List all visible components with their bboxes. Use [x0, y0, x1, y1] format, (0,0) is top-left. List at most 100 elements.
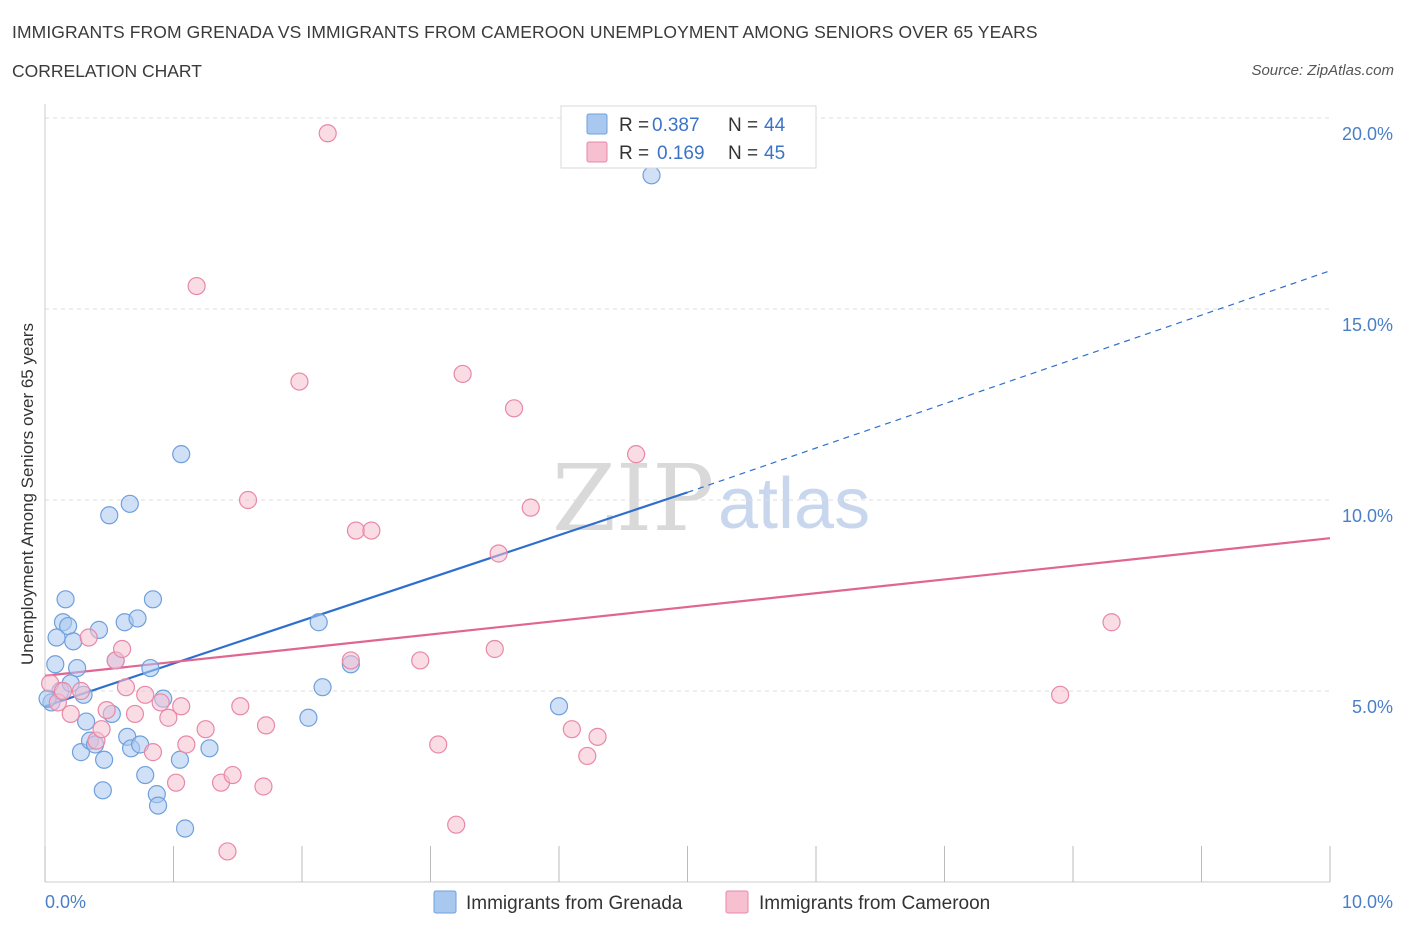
data-point-cameroon: [1102, 613, 1121, 632]
data-point-cameroon: [187, 276, 206, 296]
data-point-cameroon: [504, 399, 524, 418]
data-point-grenada: [175, 819, 195, 838]
data-point-cameroon: [447, 815, 466, 834]
source-label: Source: ZipAtlas.com: [1251, 62, 1394, 79]
data-point-grenada: [64, 632, 83, 651]
data-point-cameroon: [116, 678, 136, 697]
legend-label-grenada: Immigrants from Grenada: [466, 893, 683, 914]
data-point-cameroon: [136, 685, 155, 704]
legend-n-value: 45: [764, 143, 785, 164]
data-point-cameroon: [362, 521, 381, 540]
data-point-cameroon: [1051, 685, 1070, 704]
data-point-grenada: [93, 781, 112, 800]
y-tick-label: 10.0%: [1342, 506, 1393, 526]
data-point-cameroon: [159, 708, 178, 727]
data-point-cameroon: [256, 716, 276, 735]
data-point-grenada: [59, 616, 78, 636]
data-point-grenada: [309, 613, 328, 632]
legend-swatch-cameroon: [586, 141, 608, 163]
chart-subtitle: CORRELATION CHART: [12, 61, 202, 81]
axes: [44, 104, 1331, 883]
legend-n-value: 44: [764, 115, 786, 136]
data-point-cameroon: [521, 498, 540, 517]
series-grenada-points: [38, 166, 661, 838]
data-point-cameroon: [578, 746, 597, 766]
data-point-cameroon: [254, 777, 273, 796]
data-point-grenada: [148, 796, 168, 815]
watermark-atlas: atlas: [718, 464, 870, 544]
data-point-cameroon: [143, 743, 163, 762]
data-point-cameroon: [61, 704, 80, 724]
data-point-grenada: [313, 678, 332, 697]
data-point-cameroon: [238, 490, 258, 510]
legend-n-label: N =: [728, 115, 758, 136]
data-point-cameroon: [411, 651, 430, 670]
data-point-grenada: [120, 494, 139, 513]
data-point-grenada: [95, 750, 114, 769]
data-point-cameroon: [196, 720, 215, 739]
data-point-grenada: [549, 697, 569, 716]
data-point-grenada: [170, 750, 190, 769]
data-point-cameroon: [218, 842, 237, 861]
y-tick-label: 15.0%: [1342, 315, 1393, 335]
data-point-cameroon: [341, 651, 360, 670]
trend-line-grenada-projection: [687, 270, 1331, 493]
data-point-cameroon: [125, 704, 145, 724]
correlation-legend: R = 0.387 N = 44 R = 0.169 N = 45: [560, 105, 817, 169]
data-point-cameroon: [562, 720, 581, 739]
y-tick-label: 5.0%: [1352, 697, 1393, 717]
data-point-cameroon: [453, 364, 472, 384]
x-tick-label: 0.0%: [45, 892, 86, 912]
data-point-cameroon: [53, 681, 73, 701]
data-point-cameroon: [485, 639, 504, 659]
data-point-cameroon: [290, 372, 309, 391]
data-point-cameroon: [318, 124, 337, 143]
chart-title: IMMIGRANTS FROM GRENADA VS IMMIGRANTS FR…: [12, 22, 1038, 42]
data-point-grenada: [172, 445, 191, 464]
data-point-cameroon: [92, 720, 111, 739]
legend-r-value: 0.387: [652, 115, 700, 136]
data-point-cameroon: [166, 773, 186, 792]
data-point-grenada: [56, 590, 75, 609]
data-point-grenada: [68, 658, 87, 678]
data-point-grenada: [128, 609, 147, 628]
legend-n-label: N =: [728, 143, 758, 164]
legend-swatch-grenada: [586, 113, 608, 135]
y-tick-label: 20.0%: [1342, 124, 1393, 144]
y-tick-labels: 5.0% 10.0% 15.0% 20.0%: [1342, 124, 1393, 717]
data-point-cameroon: [231, 697, 250, 716]
trend-line-cameroon: [44, 537, 1331, 677]
data-point-grenada: [200, 739, 219, 758]
watermark-zip: ZIP: [552, 445, 714, 552]
legend-swatch-cameroon-bottom: [725, 890, 749, 914]
data-point-cameroon: [79, 628, 98, 647]
data-point-cameroon: [588, 727, 607, 746]
y-axis-label: Unemployment Among Seniors over 65 years: [18, 323, 37, 665]
data-point-cameroon: [429, 735, 448, 754]
legend-r-value: 0.169: [657, 143, 705, 164]
data-point-cameroon: [151, 693, 170, 712]
data-point-cameroon: [177, 735, 196, 754]
data-point-cameroon: [172, 697, 191, 716]
series-legend: Immigrants from Grenada Immigrants from …: [433, 890, 990, 914]
data-point-cameroon: [71, 681, 91, 701]
data-point-grenada: [642, 166, 661, 185]
data-point-cameroon: [626, 445, 646, 464]
data-point-cameroon: [223, 765, 242, 785]
legend-label-cameroon: Immigrants from Cameroon: [759, 893, 990, 914]
legend-swatch-grenada-bottom: [433, 890, 457, 914]
data-point-cameroon: [489, 544, 508, 563]
data-point-cameroon: [346, 521, 366, 540]
data-point-grenada: [136, 765, 155, 785]
legend-r-label: R =: [619, 115, 649, 136]
data-point-grenada: [77, 712, 96, 731]
data-point-cameroon: [97, 700, 116, 720]
data-point-grenada: [100, 506, 119, 525]
x-tick-label: 10.0%: [1342, 892, 1393, 912]
series-cameroon-points: [41, 124, 1121, 861]
data-point-grenada: [299, 708, 318, 727]
x-tick-labels: 0.0% 10.0%: [45, 892, 1393, 912]
data-point-cameroon: [112, 639, 132, 659]
data-point-grenada: [46, 655, 65, 674]
